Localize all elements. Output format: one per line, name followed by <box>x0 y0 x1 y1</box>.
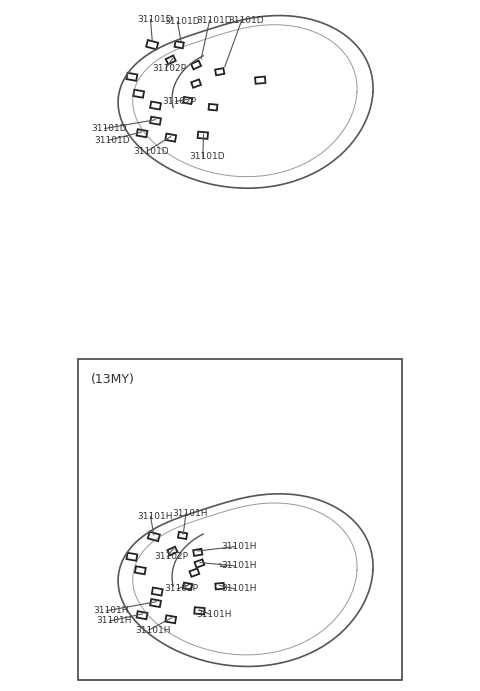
Text: 31101D: 31101D <box>196 16 232 25</box>
Text: 31102P: 31102P <box>164 585 198 594</box>
Text: 31101D: 31101D <box>133 146 169 155</box>
Text: 31101H: 31101H <box>172 509 208 518</box>
Text: 31101H: 31101H <box>221 542 257 551</box>
Text: 31102P: 31102P <box>152 64 186 73</box>
Text: 31101D: 31101D <box>189 153 225 162</box>
Text: 31101D: 31101D <box>95 136 131 145</box>
Text: 31101H: 31101H <box>196 609 231 618</box>
Text: (13MY): (13MY) <box>91 372 135 386</box>
Text: 31101H: 31101H <box>93 606 129 615</box>
Text: 31101H: 31101H <box>135 625 171 634</box>
Text: 31101D: 31101D <box>228 16 264 25</box>
Text: 31102P: 31102P <box>162 97 196 106</box>
Text: 31101H: 31101H <box>221 585 257 594</box>
Text: 31102P: 31102P <box>154 552 188 561</box>
Text: 31101H: 31101H <box>137 512 172 521</box>
Text: 31101D: 31101D <box>164 17 200 26</box>
Text: 31101H: 31101H <box>221 561 257 570</box>
Text: 31101D: 31101D <box>137 15 173 24</box>
Text: 31101D: 31101D <box>91 124 127 133</box>
Text: 31101H: 31101H <box>96 616 132 625</box>
